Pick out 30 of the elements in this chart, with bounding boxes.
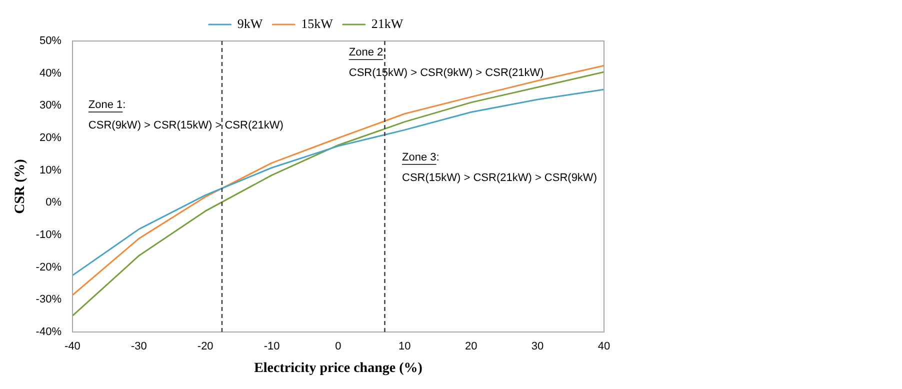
x-tick-label: 30 bbox=[531, 340, 544, 353]
x-tick-label: -30 bbox=[130, 340, 147, 353]
x-tick-label: 40 bbox=[598, 340, 610, 353]
legend-label: 9kW bbox=[237, 16, 264, 31]
y-tick-label: 10% bbox=[39, 164, 62, 176]
x-tick-label: -10 bbox=[264, 340, 280, 353]
x-tick-label: -20 bbox=[197, 340, 214, 353]
x-tick-label: 0 bbox=[335, 340, 342, 353]
x-tick-label: -40 bbox=[64, 340, 80, 353]
y-tick-label: -20% bbox=[36, 261, 62, 274]
y-tick-label: -40% bbox=[36, 326, 62, 338]
annotation: CSR(9kW) > CSR(15kW) > CSR(21kW) bbox=[88, 119, 284, 132]
y-tick-label: -30% bbox=[36, 294, 62, 306]
y-tick-label: 40% bbox=[39, 67, 62, 80]
x-axis-title: Electricity price change (%) bbox=[254, 361, 423, 376]
x-tick-label: 10 bbox=[398, 340, 411, 353]
y-tick-label: 0% bbox=[46, 196, 62, 209]
annotation: Zone 3: bbox=[402, 151, 440, 164]
y-tick-label: 30% bbox=[39, 100, 62, 112]
y-tick-label: -10% bbox=[36, 229, 62, 242]
legend-label: 15kW bbox=[301, 16, 334, 31]
y-tick-label: 20% bbox=[39, 132, 62, 144]
annotation: Zone 2: bbox=[348, 46, 386, 59]
legend-label: 21kW bbox=[371, 16, 404, 31]
y-axis-title: CSR (%) bbox=[13, 158, 28, 214]
annotation: CSR(15kW) > CSR(9kW) > CSR(21kW) bbox=[348, 67, 544, 80]
annotation: CSR(15kW) > CSR(21kW) > CSR(9kW) bbox=[402, 172, 597, 184]
y-tick-label: 50% bbox=[39, 35, 62, 48]
annotation: Zone 1: bbox=[88, 99, 126, 112]
x-tick-label: 20 bbox=[464, 340, 478, 353]
